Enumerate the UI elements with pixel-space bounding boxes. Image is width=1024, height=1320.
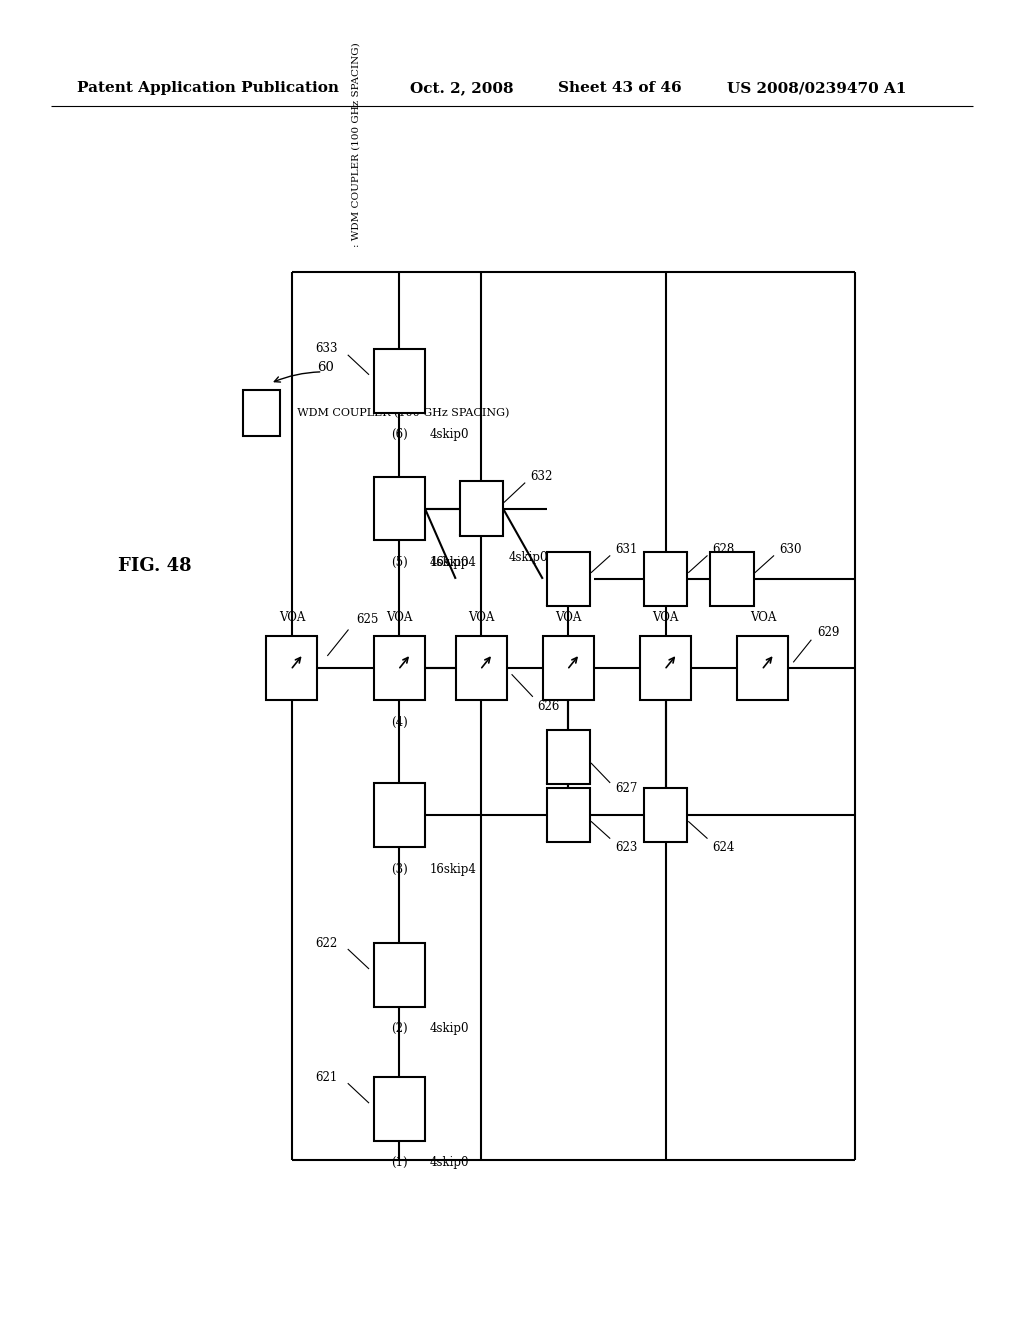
Text: VOA: VOA xyxy=(468,611,495,623)
Bar xyxy=(243,389,280,436)
Text: Patent Application Publication: Patent Application Publication xyxy=(77,81,339,95)
Text: 627: 627 xyxy=(614,783,637,796)
Bar xyxy=(266,636,317,700)
Text: 629: 629 xyxy=(817,626,840,639)
Text: VOA: VOA xyxy=(652,611,679,623)
Text: 16skip4: 16skip4 xyxy=(430,862,477,875)
Text: (6): (6) xyxy=(391,428,408,441)
Text: 4skip0: 4skip0 xyxy=(430,1156,470,1170)
Text: VOA: VOA xyxy=(279,611,305,623)
Bar xyxy=(644,552,687,606)
Text: (4): (4) xyxy=(391,715,408,729)
Bar xyxy=(374,783,425,847)
Text: 632: 632 xyxy=(530,470,552,483)
Text: (1): (1) xyxy=(391,1156,408,1170)
Bar xyxy=(711,552,754,606)
Text: 624: 624 xyxy=(713,841,734,854)
Bar xyxy=(374,348,425,413)
Text: 625: 625 xyxy=(356,614,379,626)
Text: 623: 623 xyxy=(614,841,637,854)
Text: 630: 630 xyxy=(778,543,801,556)
Text: 622: 622 xyxy=(315,936,338,949)
Bar xyxy=(547,730,590,784)
Text: (3): (3) xyxy=(391,862,408,875)
Text: 4skip0: 4skip0 xyxy=(430,428,470,441)
Text: 621: 621 xyxy=(315,1071,338,1084)
Text: (2): (2) xyxy=(391,1022,408,1035)
Text: 4skip0: 4skip0 xyxy=(430,1022,470,1035)
Bar xyxy=(374,477,425,540)
Text: VOA: VOA xyxy=(386,611,413,623)
Text: VOA: VOA xyxy=(555,611,582,623)
Bar xyxy=(374,942,425,1007)
Text: 631: 631 xyxy=(614,543,637,556)
Text: 60: 60 xyxy=(317,362,334,375)
Text: FIG. 48: FIG. 48 xyxy=(118,557,191,576)
Text: : WDM COUPLER (100 GHz SPACING): : WDM COUPLER (100 GHz SPACING) xyxy=(352,42,360,247)
Text: US 2008/0239470 A1: US 2008/0239470 A1 xyxy=(727,81,906,95)
Bar xyxy=(547,552,590,606)
Text: 4skip0: 4skip0 xyxy=(508,550,548,564)
Bar xyxy=(374,636,425,700)
Text: 628: 628 xyxy=(713,543,734,556)
Text: 633: 633 xyxy=(315,342,338,355)
Bar xyxy=(460,482,503,536)
Bar xyxy=(640,636,691,700)
Bar xyxy=(456,636,507,700)
Text: (5): (5) xyxy=(391,556,408,569)
Text: Oct. 2, 2008: Oct. 2, 2008 xyxy=(410,81,513,95)
Text: Sheet 43 of 46: Sheet 43 of 46 xyxy=(558,81,682,95)
Text: : WDM COUPLER (100 GHz SPACING): : WDM COUPLER (100 GHz SPACING) xyxy=(290,408,509,418)
Text: VOA: VOA xyxy=(750,611,776,623)
Bar xyxy=(644,788,687,842)
Bar xyxy=(547,788,590,842)
Bar xyxy=(374,1077,425,1140)
Text: 16skip4: 16skip4 xyxy=(430,556,477,569)
Text: 626: 626 xyxy=(538,700,560,713)
Bar xyxy=(737,636,788,700)
Bar xyxy=(543,636,594,700)
Text: 4skip0: 4skip0 xyxy=(430,556,470,569)
